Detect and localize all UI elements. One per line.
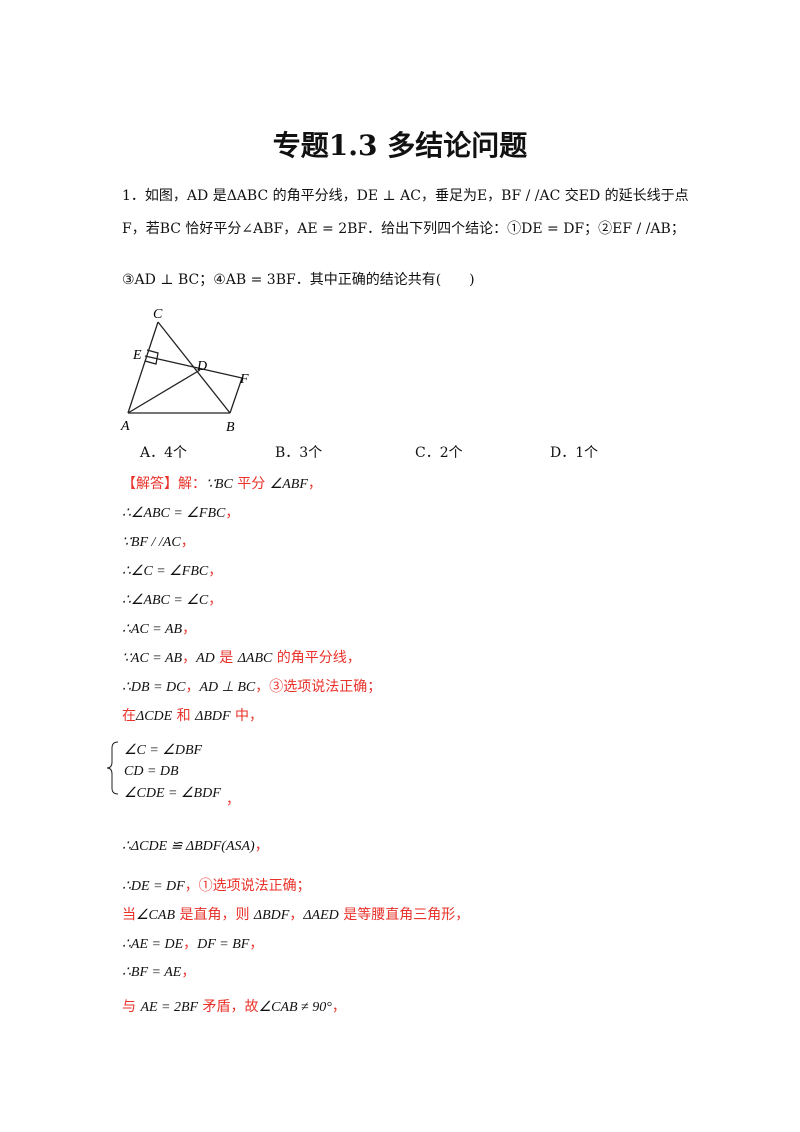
text-run: 在 (122, 708, 136, 724)
solution-line: ∴AE = DE，DF = BF， (122, 934, 263, 955)
text-run: ， (331, 999, 346, 1015)
text-run: 的角平分线， (272, 650, 361, 666)
solution-line: ∴∠ABC = ∠FBC， (122, 503, 239, 524)
text-run: ΔBDF (253, 908, 290, 923)
point-label: B (226, 420, 235, 435)
solution-line: ∴DE = DF，①选项说法正确； (122, 876, 311, 897)
text-run: ΔABC (237, 651, 273, 666)
text-run: ， (307, 476, 322, 492)
text-run: ΔBDF (195, 709, 231, 724)
solution-line: ∴ΔCDE ≌ ΔBDF(ASA)， (122, 836, 269, 857)
text-run: ∵AC = AB (122, 651, 183, 666)
solution-line: 与 AE = 2BF 矛盾，故∠CAB ≠ 90°， (122, 997, 346, 1018)
text-run: ， (180, 534, 195, 550)
solution-line: ∵AC = AB，AD 是 ΔABC 的角平分线， (122, 648, 361, 669)
text-run: ， (185, 679, 200, 695)
question-line: 1．如图，AD 是ΔABC 的角平分线，DE ⊥ AC，垂足为E，BF / /A… (122, 188, 689, 204)
text-run: ∴ΔCDE ≌ ΔBDF(ASA) (122, 839, 255, 854)
text-run: DF = BF (197, 937, 250, 952)
point-label: C (153, 307, 163, 322)
text-run: ∴DB = DC (122, 680, 186, 695)
system-line: CD = DB (124, 764, 179, 779)
point-label: F (239, 372, 249, 387)
solution-line: ∴∠C = ∠FBC， (122, 561, 222, 582)
solution-line: ∴DB = DC，AD ⊥ BC，③选项说法正确； (122, 677, 381, 698)
text-run: ， (249, 936, 264, 952)
text-run: 是等腰直角三角形， (338, 907, 470, 923)
text-run: 中， (230, 708, 264, 724)
text-run: ， (208, 592, 223, 608)
option: D．1个 (550, 445, 599, 461)
text-run: ， (183, 936, 198, 952)
text-run: ∴DE = DF (122, 879, 185, 894)
text-run: ∴AC = AB (122, 622, 183, 637)
text-run: ∴BF = AE (122, 965, 182, 980)
point-label: A (120, 419, 130, 434)
text-run: AE = 2BF (140, 1000, 199, 1015)
solution-line: ∴BF = AE， (122, 962, 195, 983)
text-run: ， (181, 964, 196, 980)
question-line: ③AD ⊥ BC；④AB = 3BF．其中正确的结论共有( ) (122, 272, 475, 288)
system-tail: ， (226, 792, 240, 808)
text-run: 平分 (232, 476, 270, 492)
text-run: 矛盾，故 (198, 999, 259, 1015)
text-run: ΔAED (303, 908, 339, 923)
text-run: ，①选项说法正确； (184, 878, 311, 894)
solution-line: ∵BF / /AC， (122, 532, 195, 553)
text-run: 是直角，则 (175, 907, 254, 923)
system-line: ∠CDE = ∠BDF (124, 786, 221, 801)
text-run: ， (182, 621, 197, 637)
text-run: ∴∠C = ∠FBC (122, 564, 209, 579)
text-run: ∵BC (206, 477, 233, 492)
point-label: E (132, 348, 142, 363)
text-run: 和 (172, 708, 196, 724)
text-run: ∵BF / /AC (122, 535, 181, 550)
solution-line: ∴∠ABC = ∠C， (122, 590, 222, 611)
text-run: 【解答】解： (122, 476, 206, 492)
text-run: ΔCDE (136, 709, 173, 724)
option: C．2个 (415, 445, 463, 461)
option: B．3个 (275, 445, 323, 461)
system-line: ∠C = ∠DBF (124, 743, 203, 758)
question-line: F，若BC 恰好平分∠ABF，AE = 2BF．给出下列四个结论：①DE = D… (122, 221, 685, 237)
solution-line: 当∠CAB 是直角，则 ΔBDF，ΔAED 是等腰直角三角形， (122, 905, 469, 926)
text-run: 是 (214, 650, 238, 666)
text-run: 与 (122, 999, 141, 1015)
text-run: ， (208, 563, 223, 579)
solution-line: 在ΔCDE 和 ΔBDF 中， (122, 706, 263, 727)
solution-line: 【解答】解：∵BC 平分 ∠ABF， (122, 474, 322, 495)
text-run: ， (225, 505, 240, 521)
text-run: AD ⊥ BC (199, 680, 256, 695)
text-run: ， (289, 907, 304, 923)
title: 专题1.3 多结论问题 (272, 129, 528, 162)
text-run: ∴AE = DE (122, 937, 184, 952)
text-run: ∠CAB (136, 908, 175, 923)
text-run: ∠CAB ≠ 90° (258, 1000, 332, 1015)
text-run: ∴∠ABC = ∠FBC (122, 506, 226, 521)
text-run: ，③选项说法正确； (255, 679, 382, 695)
text-run: 当 (122, 907, 136, 923)
text-run: ∠ABF (269, 477, 308, 492)
solution-line: ∴AC = AB， (122, 619, 196, 640)
point-label: D (196, 359, 207, 374)
text-run: ， (254, 838, 269, 854)
option: A．4个 (140, 445, 188, 461)
text-run: ， (182, 650, 197, 666)
text-run: AD (196, 651, 215, 666)
text-run: ∴∠ABC = ∠C (122, 593, 209, 608)
